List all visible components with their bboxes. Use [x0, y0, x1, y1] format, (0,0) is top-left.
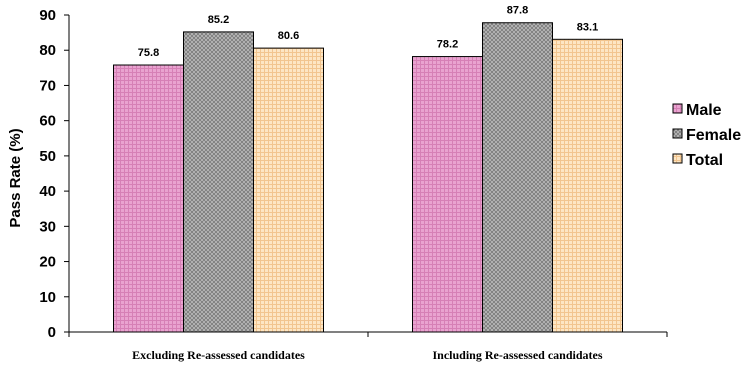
- legend-item-total: Total: [672, 152, 723, 169]
- bar-female-2: [482, 22, 553, 333]
- bar-data-labels: 75.8 85.2 80.6 78.2 87.8 83.1: [138, 5, 598, 59]
- bar-male-2: [412, 56, 483, 333]
- y-tick-label: 30: [39, 218, 56, 235]
- bar-total-2: [552, 38, 623, 333]
- y-tick-label: 10: [39, 289, 56, 306]
- bar-male-1: [113, 64, 184, 333]
- x-category-label-2: Including Re-assessed candidates: [432, 348, 602, 362]
- y-tick-label: 60: [39, 113, 56, 130]
- legend-label-total: Total: [686, 152, 723, 169]
- data-label-total-1: 80.6: [278, 30, 299, 42]
- legend-swatch-female: [672, 128, 683, 139]
- y-tick-label: 20: [39, 254, 56, 271]
- y-tick-labels: 0 10 20 30 40 50 60 70 80 90: [39, 7, 56, 341]
- legend-label-male: Male: [686, 102, 722, 119]
- data-label-male-2: 78.2: [437, 39, 458, 51]
- x-category-label-1: Excluding Re-assessed candidates: [132, 348, 305, 362]
- y-tick-label: 90: [39, 7, 56, 24]
- bar-female-1: [183, 31, 254, 333]
- bar-series: [113, 22, 623, 333]
- y-tick-label: 80: [39, 42, 56, 59]
- data-label-female-2: 87.8: [507, 5, 528, 17]
- legend-swatch-total: [672, 153, 683, 164]
- y-tick-label: 0: [48, 324, 56, 341]
- y-tick-label: 70: [39, 77, 56, 94]
- bar-total-1: [253, 47, 324, 333]
- y-tick-label: 50: [39, 148, 56, 165]
- legend-item-male: Male: [672, 102, 722, 119]
- legend-label-female: Female: [686, 127, 741, 144]
- legend-swatch-male: [672, 103, 683, 114]
- data-label-male-1: 75.8: [138, 47, 159, 59]
- y-axis-label: Pass Rate (%): [7, 128, 24, 227]
- legend: Male Female Total: [667, 93, 755, 212]
- x-category-labels: Excluding Re-assessed candidates Includin…: [132, 348, 603, 362]
- data-label-total-2: 83.1: [577, 21, 598, 33]
- legend-item-female: Female: [672, 127, 741, 144]
- y-tick-label: 40: [39, 183, 56, 200]
- data-label-female-1: 85.2: [208, 14, 229, 26]
